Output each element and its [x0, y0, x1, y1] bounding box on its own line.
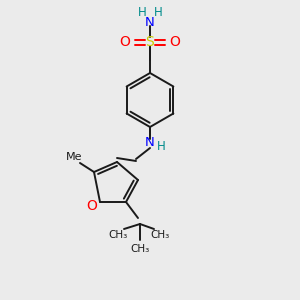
Text: N: N: [145, 16, 155, 28]
Text: N: N: [145, 136, 155, 149]
Text: H: H: [138, 7, 146, 20]
Text: CH₃: CH₃: [130, 244, 150, 254]
Text: O: O: [169, 35, 180, 49]
Text: O: O: [120, 35, 130, 49]
Text: CH₃: CH₃: [108, 230, 128, 240]
Text: O: O: [87, 199, 98, 213]
Text: Me: Me: [66, 152, 82, 162]
Text: S: S: [146, 35, 154, 49]
Text: H: H: [157, 140, 165, 152]
Text: H: H: [154, 7, 162, 20]
Text: CH₃: CH₃: [150, 230, 170, 240]
